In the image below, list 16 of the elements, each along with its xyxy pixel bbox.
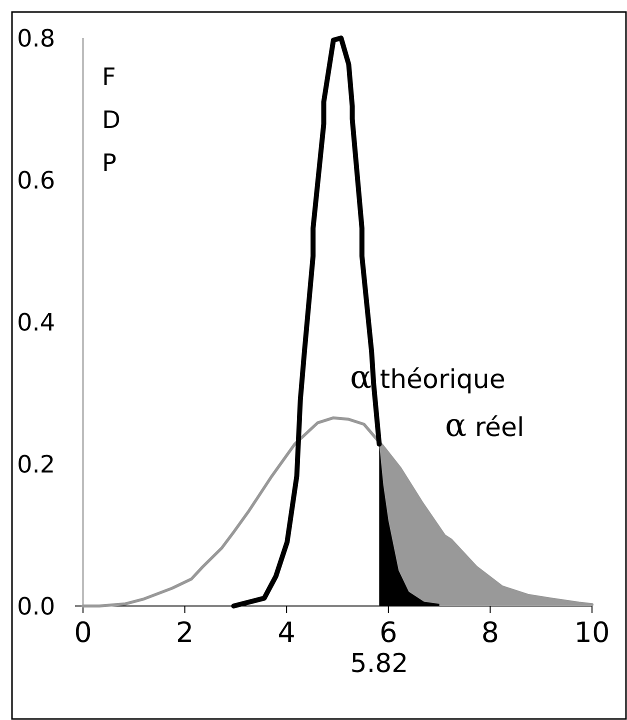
- y-axis-title: FDP: [102, 63, 120, 177]
- text: 5.82: [350, 649, 408, 679]
- y-tick-label: 0.4: [17, 308, 56, 336]
- x-tick-label: 4: [278, 616, 296, 649]
- x-tick-label: 8: [481, 616, 500, 649]
- x-tick-label: 10: [574, 616, 610, 649]
- y-tick-label: 0.8: [17, 24, 56, 52]
- x-tick-label: 0: [74, 616, 92, 649]
- y-tick-label: 0.6: [17, 166, 56, 194]
- y-tick-label: 0.2: [17, 450, 56, 478]
- x-tick-label: 6: [379, 616, 398, 649]
- annotation: α réel: [445, 406, 524, 444]
- annotation: α théorique: [350, 358, 506, 396]
- y-tick-label: 0.0: [17, 592, 56, 620]
- line-series: [82, 416, 594, 608]
- x-tick-label: 2: [176, 616, 194, 649]
